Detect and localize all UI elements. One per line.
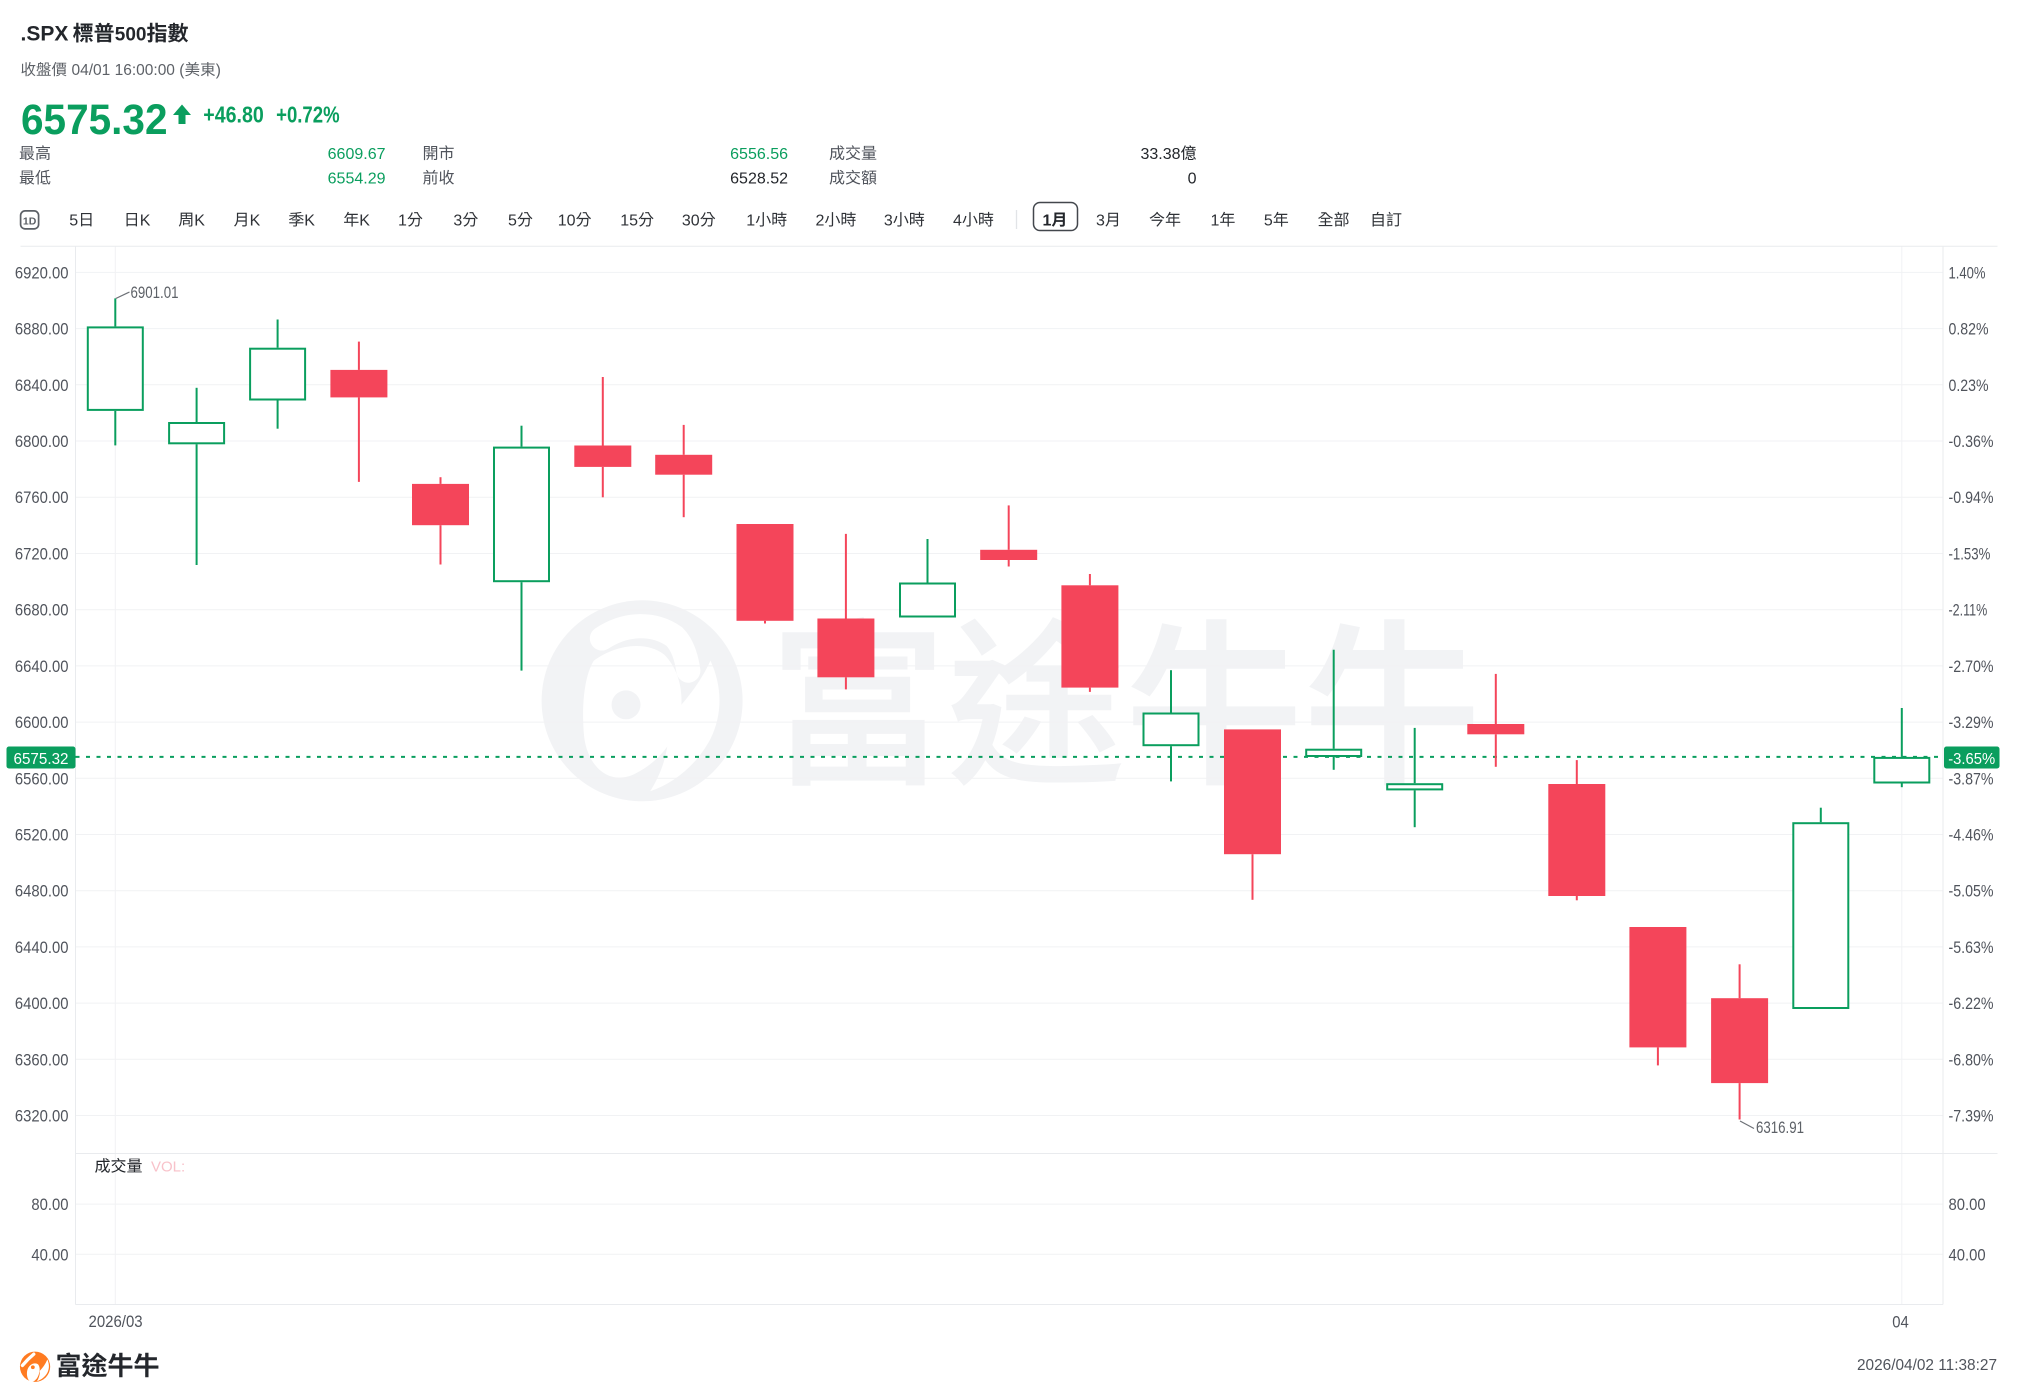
svg-text:-4.46%: -4.46% — [1949, 827, 1994, 845]
svg-text:0.82%: 0.82% — [1949, 321, 1989, 339]
svg-text:6554.29: 6554.29 — [328, 170, 386, 187]
svg-text:): ) — [216, 62, 221, 79]
svg-text:6528.52: 6528.52 — [730, 170, 788, 187]
svg-text:-0.94%: -0.94% — [1949, 489, 1994, 507]
svg-text:0.23%: 0.23% — [1949, 377, 1989, 395]
svg-text:6800.00: 6800.00 — [15, 433, 69, 451]
svg-text:6920.00: 6920.00 — [15, 264, 69, 282]
svg-text:6880.00: 6880.00 — [15, 321, 69, 339]
svg-text:6480.00: 6480.00 — [15, 883, 69, 901]
svg-text:K: K — [140, 212, 151, 229]
svg-text:6600.00: 6600.00 — [15, 714, 69, 732]
svg-text:6760.00: 6760.00 — [15, 489, 69, 507]
svg-text:1: 1 — [1043, 212, 1052, 229]
svg-text:-6.80%: -6.80% — [1949, 1051, 1994, 1069]
svg-text:2026/03: 2026/03 — [89, 1313, 143, 1331]
svg-text:04/01 16:00:00 (: 04/01 16:00:00 ( — [72, 62, 186, 79]
svg-text:3: 3 — [453, 212, 462, 229]
svg-text:6320.00: 6320.00 — [15, 1108, 69, 1126]
svg-text:10: 10 — [558, 212, 576, 229]
svg-text:6640.00: 6640.00 — [15, 658, 69, 676]
svg-text:K: K — [250, 212, 261, 229]
svg-text:-2.70%: -2.70% — [1949, 658, 1994, 676]
svg-text:6316.91: 6316.91 — [1756, 1119, 1804, 1137]
svg-text:6400.00: 6400.00 — [15, 995, 69, 1013]
svg-text:6840.00: 6840.00 — [15, 377, 69, 395]
svg-text:5: 5 — [508, 212, 517, 229]
svg-text:K: K — [194, 212, 205, 229]
svg-text:4: 4 — [953, 212, 962, 229]
svg-text:-1.53%: -1.53% — [1949, 546, 1991, 564]
svg-text:6520.00: 6520.00 — [15, 827, 69, 845]
svg-text:80.00: 80.00 — [31, 1196, 68, 1214]
svg-text:-7.39%: -7.39% — [1949, 1108, 1994, 1126]
svg-text:5: 5 — [1264, 212, 1273, 229]
svg-text:6901.01: 6901.01 — [131, 284, 179, 302]
svg-text:30: 30 — [682, 212, 700, 229]
svg-text:-3.87%: -3.87% — [1949, 770, 1994, 788]
svg-text:+0.72%: +0.72% — [276, 102, 340, 128]
svg-text:0: 0 — [1188, 170, 1197, 187]
svg-text:6680.00: 6680.00 — [15, 602, 69, 620]
svg-text:-2.11%: -2.11% — [1949, 602, 1988, 620]
svg-text:-5.05%: -5.05% — [1949, 883, 1994, 901]
svg-text:2: 2 — [816, 212, 825, 229]
svg-text:2026/04/02 11:38:27: 2026/04/02 11:38:27 — [1857, 1357, 1997, 1374]
svg-text:1: 1 — [746, 212, 755, 229]
svg-text:6609.67: 6609.67 — [328, 146, 386, 163]
svg-text:+46.80: +46.80 — [203, 102, 263, 128]
svg-text:1: 1 — [398, 212, 407, 229]
svg-text:1: 1 — [1211, 212, 1220, 229]
svg-text:6556.56: 6556.56 — [730, 146, 788, 163]
svg-text:3: 3 — [1096, 212, 1105, 229]
svg-text:-0.36%: -0.36% — [1949, 433, 1994, 451]
svg-text:6360.00: 6360.00 — [15, 1051, 69, 1069]
svg-text:K: K — [304, 212, 315, 229]
svg-text:K: K — [359, 212, 370, 229]
svg-text:5: 5 — [69, 212, 78, 229]
svg-text:-6.22%: -6.22% — [1949, 995, 1994, 1013]
svg-text:-5.63%: -5.63% — [1949, 939, 1994, 957]
svg-text:33.38: 33.38 — [1140, 146, 1180, 163]
svg-text:-3.29%: -3.29% — [1949, 714, 1994, 732]
svg-text:6440.00: 6440.00 — [15, 939, 69, 957]
svg-text:04: 04 — [1892, 1314, 1909, 1332]
svg-text:1D: 1D — [23, 216, 37, 228]
svg-text:40.00: 40.00 — [1949, 1246, 1986, 1264]
svg-text:1.40%: 1.40% — [1949, 264, 1986, 282]
svg-text:15: 15 — [620, 212, 638, 229]
svg-text:6560.00: 6560.00 — [15, 770, 69, 788]
svg-text:3: 3 — [884, 212, 893, 229]
svg-text:80.00: 80.00 — [1949, 1196, 1986, 1214]
svg-text:-3.65%: -3.65% — [1948, 751, 1995, 768]
svg-text:6720.00: 6720.00 — [15, 546, 69, 564]
svg-text:6575.32: 6575.32 — [14, 751, 69, 768]
svg-text:.SPX: .SPX — [21, 23, 69, 46]
svg-text:VOL:: VOL: — [151, 1159, 185, 1176]
svg-text:500: 500 — [115, 25, 147, 46]
svg-text:6575.32: 6575.32 — [21, 96, 168, 144]
svg-text:40.00: 40.00 — [31, 1246, 68, 1264]
